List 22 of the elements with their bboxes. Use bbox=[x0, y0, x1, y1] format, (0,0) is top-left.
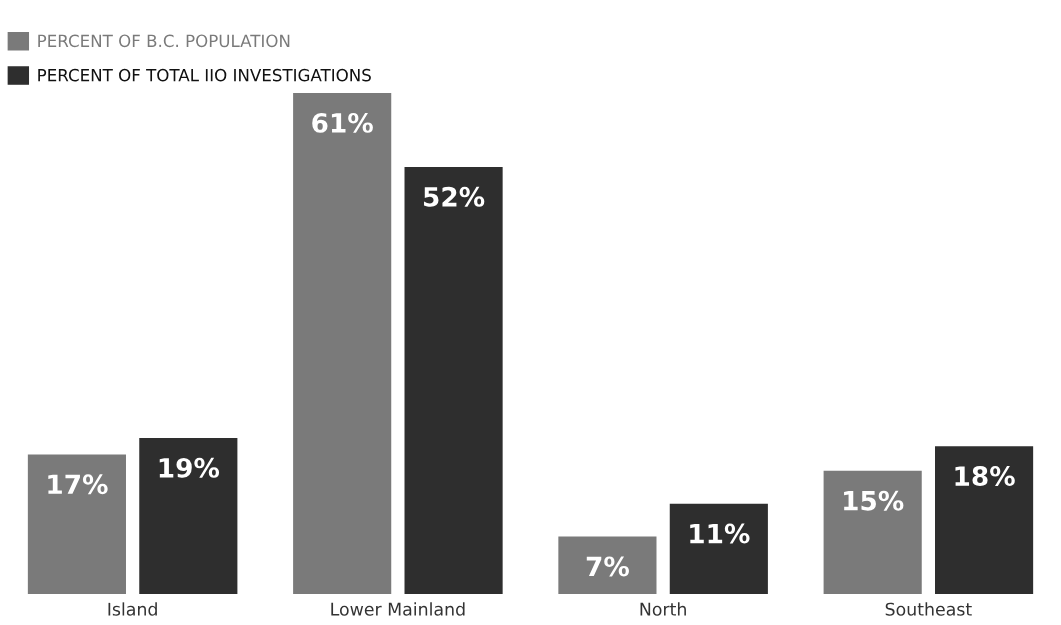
bar bbox=[935, 446, 1034, 594]
data-label: 7% bbox=[586, 556, 629, 577]
data-label: 61% bbox=[312, 112, 373, 133]
bar bbox=[558, 536, 657, 594]
legend-label: PERCENT OF TOTAL IIO INVESTIGATIONS bbox=[38, 68, 371, 82]
bar bbox=[669, 503, 768, 594]
bar bbox=[27, 454, 126, 594]
bar bbox=[404, 166, 503, 594]
bar bbox=[293, 93, 392, 594]
bar bbox=[139, 437, 238, 594]
data-label: 52% bbox=[424, 186, 485, 207]
data-label: 19% bbox=[159, 457, 220, 478]
data-label: 11% bbox=[690, 523, 750, 544]
x-tick-label: North bbox=[640, 602, 686, 616]
data-label: 18% bbox=[955, 466, 1015, 487]
data-label: 17% bbox=[48, 474, 108, 495]
legend-label: PERCENT OF B.C. POPULATION bbox=[38, 34, 290, 48]
x-tick-label: Lower Mainland bbox=[331, 602, 465, 616]
x-tick-label: Southeast bbox=[885, 602, 972, 616]
x-tick-label: Island bbox=[108, 602, 157, 616]
data-label: 15% bbox=[844, 490, 904, 511]
bar bbox=[823, 470, 922, 594]
